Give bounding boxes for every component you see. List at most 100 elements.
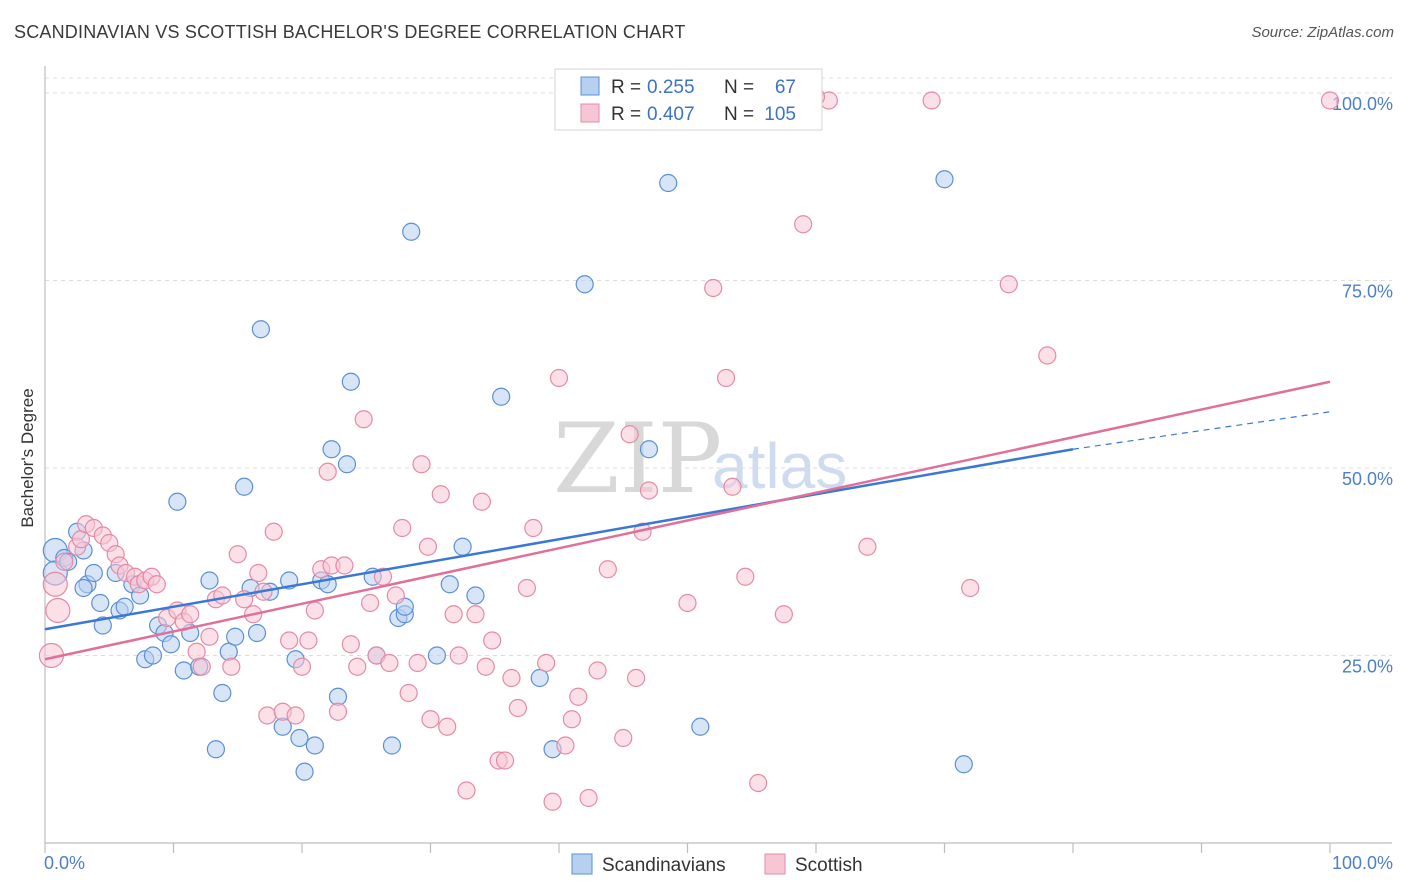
bottom-legend-label-scandinavians: Scandinavians xyxy=(602,855,726,876)
point-scottish xyxy=(328,702,348,721)
point-scottish xyxy=(280,631,299,650)
point-scandinavians xyxy=(935,170,954,189)
x-tick-label: 0.0% xyxy=(44,853,85,873)
point-scottish xyxy=(476,657,495,676)
point-scottish xyxy=(588,661,607,680)
point-scottish xyxy=(444,605,463,624)
point-scandinavians xyxy=(84,563,103,583)
point-scottish xyxy=(286,706,305,725)
point-scottish xyxy=(55,552,74,571)
point-scottish xyxy=(380,653,399,673)
point-scandinavians xyxy=(168,492,187,511)
chart-title: SCANDINAVIAN VS SCOTTISH BACHELOR'S DEGR… xyxy=(14,22,686,42)
bottom-legend-swatch-scottish xyxy=(764,853,786,875)
point-scottish xyxy=(292,657,312,676)
point-scottish xyxy=(249,563,268,583)
legend-n-label: N = xyxy=(724,77,754,98)
point-scottish xyxy=(412,455,431,474)
grid xyxy=(45,77,1392,656)
point-scottish xyxy=(318,462,337,481)
point-scottish xyxy=(264,522,283,541)
point-scottish xyxy=(502,668,521,688)
point-scottish xyxy=(386,586,405,605)
point-scottish xyxy=(569,687,588,706)
y-tick-label: 75.0% xyxy=(1342,282,1393,302)
point-scottish xyxy=(774,605,793,624)
point-scandinavians xyxy=(200,571,219,590)
point-scottish xyxy=(399,683,418,703)
point-scottish xyxy=(192,657,211,676)
legend: R = 0.255 N = 67 R = 0.407 N = 105 xyxy=(554,68,823,131)
point-scottish xyxy=(999,275,1018,294)
point-scandinavians xyxy=(235,477,254,496)
point-scandinavians xyxy=(402,222,421,241)
point-scandinavians xyxy=(143,646,163,665)
point-scottish xyxy=(749,773,768,793)
point-scottish xyxy=(457,781,476,800)
bottom-legend: Scandinavians Scottish xyxy=(571,853,863,876)
point-scandinavians xyxy=(93,616,112,635)
point-scottish xyxy=(213,586,232,605)
legend-swatch-scottish xyxy=(580,103,600,123)
point-scottish xyxy=(341,635,360,654)
point-scottish xyxy=(620,425,639,444)
point-scandinavians xyxy=(492,387,511,406)
point-scottish xyxy=(736,567,755,586)
legend-n-label: N = xyxy=(724,104,754,125)
point-scandinavians xyxy=(427,646,447,665)
point-scottish xyxy=(598,560,617,579)
point-scottish xyxy=(639,481,659,500)
point-scottish xyxy=(181,605,200,624)
point-scottish xyxy=(200,627,219,646)
point-scottish xyxy=(626,668,646,688)
trend-line-extension-scandinavians xyxy=(1072,411,1331,450)
point-scandinavians xyxy=(206,740,226,759)
point-scottish xyxy=(794,215,813,234)
point-scandinavians xyxy=(659,173,678,193)
legend-r-label: R = xyxy=(611,77,641,98)
point-scottish xyxy=(524,518,543,538)
point-scottish xyxy=(1320,91,1340,110)
point-scottish xyxy=(579,788,598,808)
watermark: ZIP atlas xyxy=(553,403,847,515)
chart-source: Source: ZipAtlas.com xyxy=(1251,24,1394,41)
point-scottish xyxy=(562,710,581,729)
point-scottish xyxy=(483,631,502,650)
point-scottish xyxy=(431,485,450,504)
point-scottish xyxy=(361,593,380,613)
point-scandinavians xyxy=(295,762,314,781)
point-scottish xyxy=(418,537,438,556)
point-scottish xyxy=(922,91,941,110)
point-scandinavians xyxy=(453,537,472,556)
point-scottish xyxy=(549,368,569,388)
point-scandinavians xyxy=(213,683,232,703)
bottom-legend-label-scottish: Scottish xyxy=(795,855,863,876)
point-scottish xyxy=(556,736,575,755)
y-axis-label: Bachelor's Degree xyxy=(18,388,37,527)
point-scottish xyxy=(449,646,468,665)
point-scottish xyxy=(228,545,247,564)
point-scottish xyxy=(1038,346,1057,365)
point-scottish xyxy=(354,410,373,429)
point-scottish xyxy=(305,601,324,620)
watermark-zip: ZIP xyxy=(553,403,722,515)
legend-r-value-scandinavians: 0.255 xyxy=(647,77,695,98)
point-scottish xyxy=(348,657,367,676)
axes: 25.0% 50.0% 75.0% 100.0% 0.0% 100.0% xyxy=(44,66,1393,873)
point-scottish xyxy=(678,593,697,613)
point-scottish xyxy=(508,698,527,718)
point-scottish xyxy=(393,518,412,538)
legend-r-label: R = xyxy=(611,104,641,125)
point-scottish xyxy=(543,792,562,811)
point-scandinavians xyxy=(305,736,324,755)
point-scottish xyxy=(147,575,166,594)
point-scottish xyxy=(716,368,736,388)
y-tick-label: 25.0% xyxy=(1342,657,1393,677)
point-scottish xyxy=(495,751,515,770)
point-scottish xyxy=(472,492,491,511)
point-scandinavians xyxy=(466,586,485,605)
trend-lines xyxy=(44,380,1331,661)
point-scottish xyxy=(438,717,457,736)
point-scottish xyxy=(421,710,440,729)
